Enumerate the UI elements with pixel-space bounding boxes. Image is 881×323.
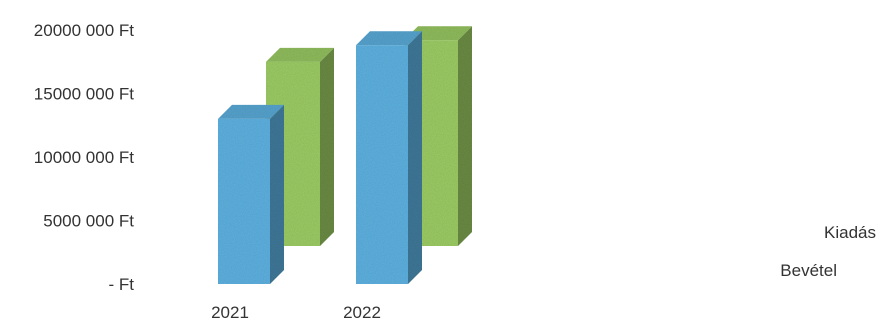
bar-top xyxy=(266,47,334,62)
y-tick-label: 20000 000 Ft xyxy=(34,21,134,40)
y-axis-tick-labels: - Ft 5000 000 Ft 10000 000 Ft 15000 000 Ft 2… xyxy=(34,21,134,294)
x-tick-label: 2022 xyxy=(343,303,381,322)
legend-entry: Kiadás xyxy=(824,223,876,242)
bar-bevétel-2022 xyxy=(356,31,422,284)
y-tick-label: 10000 000 Ft xyxy=(34,148,134,167)
x-axis-tick-labels: 2021 2022 xyxy=(211,303,381,322)
legend-entry: Bevétel xyxy=(780,261,837,280)
legend: Kiadás Bevétel xyxy=(780,223,876,280)
y-tick-label: - Ft xyxy=(109,275,135,294)
bar-side xyxy=(270,104,284,285)
bar-front xyxy=(356,45,408,284)
bar-bevétel-2021 xyxy=(218,104,284,285)
bar-top xyxy=(356,31,422,46)
x-tick-label: 2021 xyxy=(211,303,249,322)
y-tick-label: 5000 000 Ft xyxy=(43,212,134,231)
bar-side xyxy=(320,47,334,246)
y-tick-label: 15000 000 Ft xyxy=(34,85,134,104)
bars xyxy=(218,26,472,285)
bar-side xyxy=(408,31,422,284)
bar-top xyxy=(218,104,284,119)
bar-front xyxy=(218,118,270,285)
bar-side xyxy=(458,26,472,247)
